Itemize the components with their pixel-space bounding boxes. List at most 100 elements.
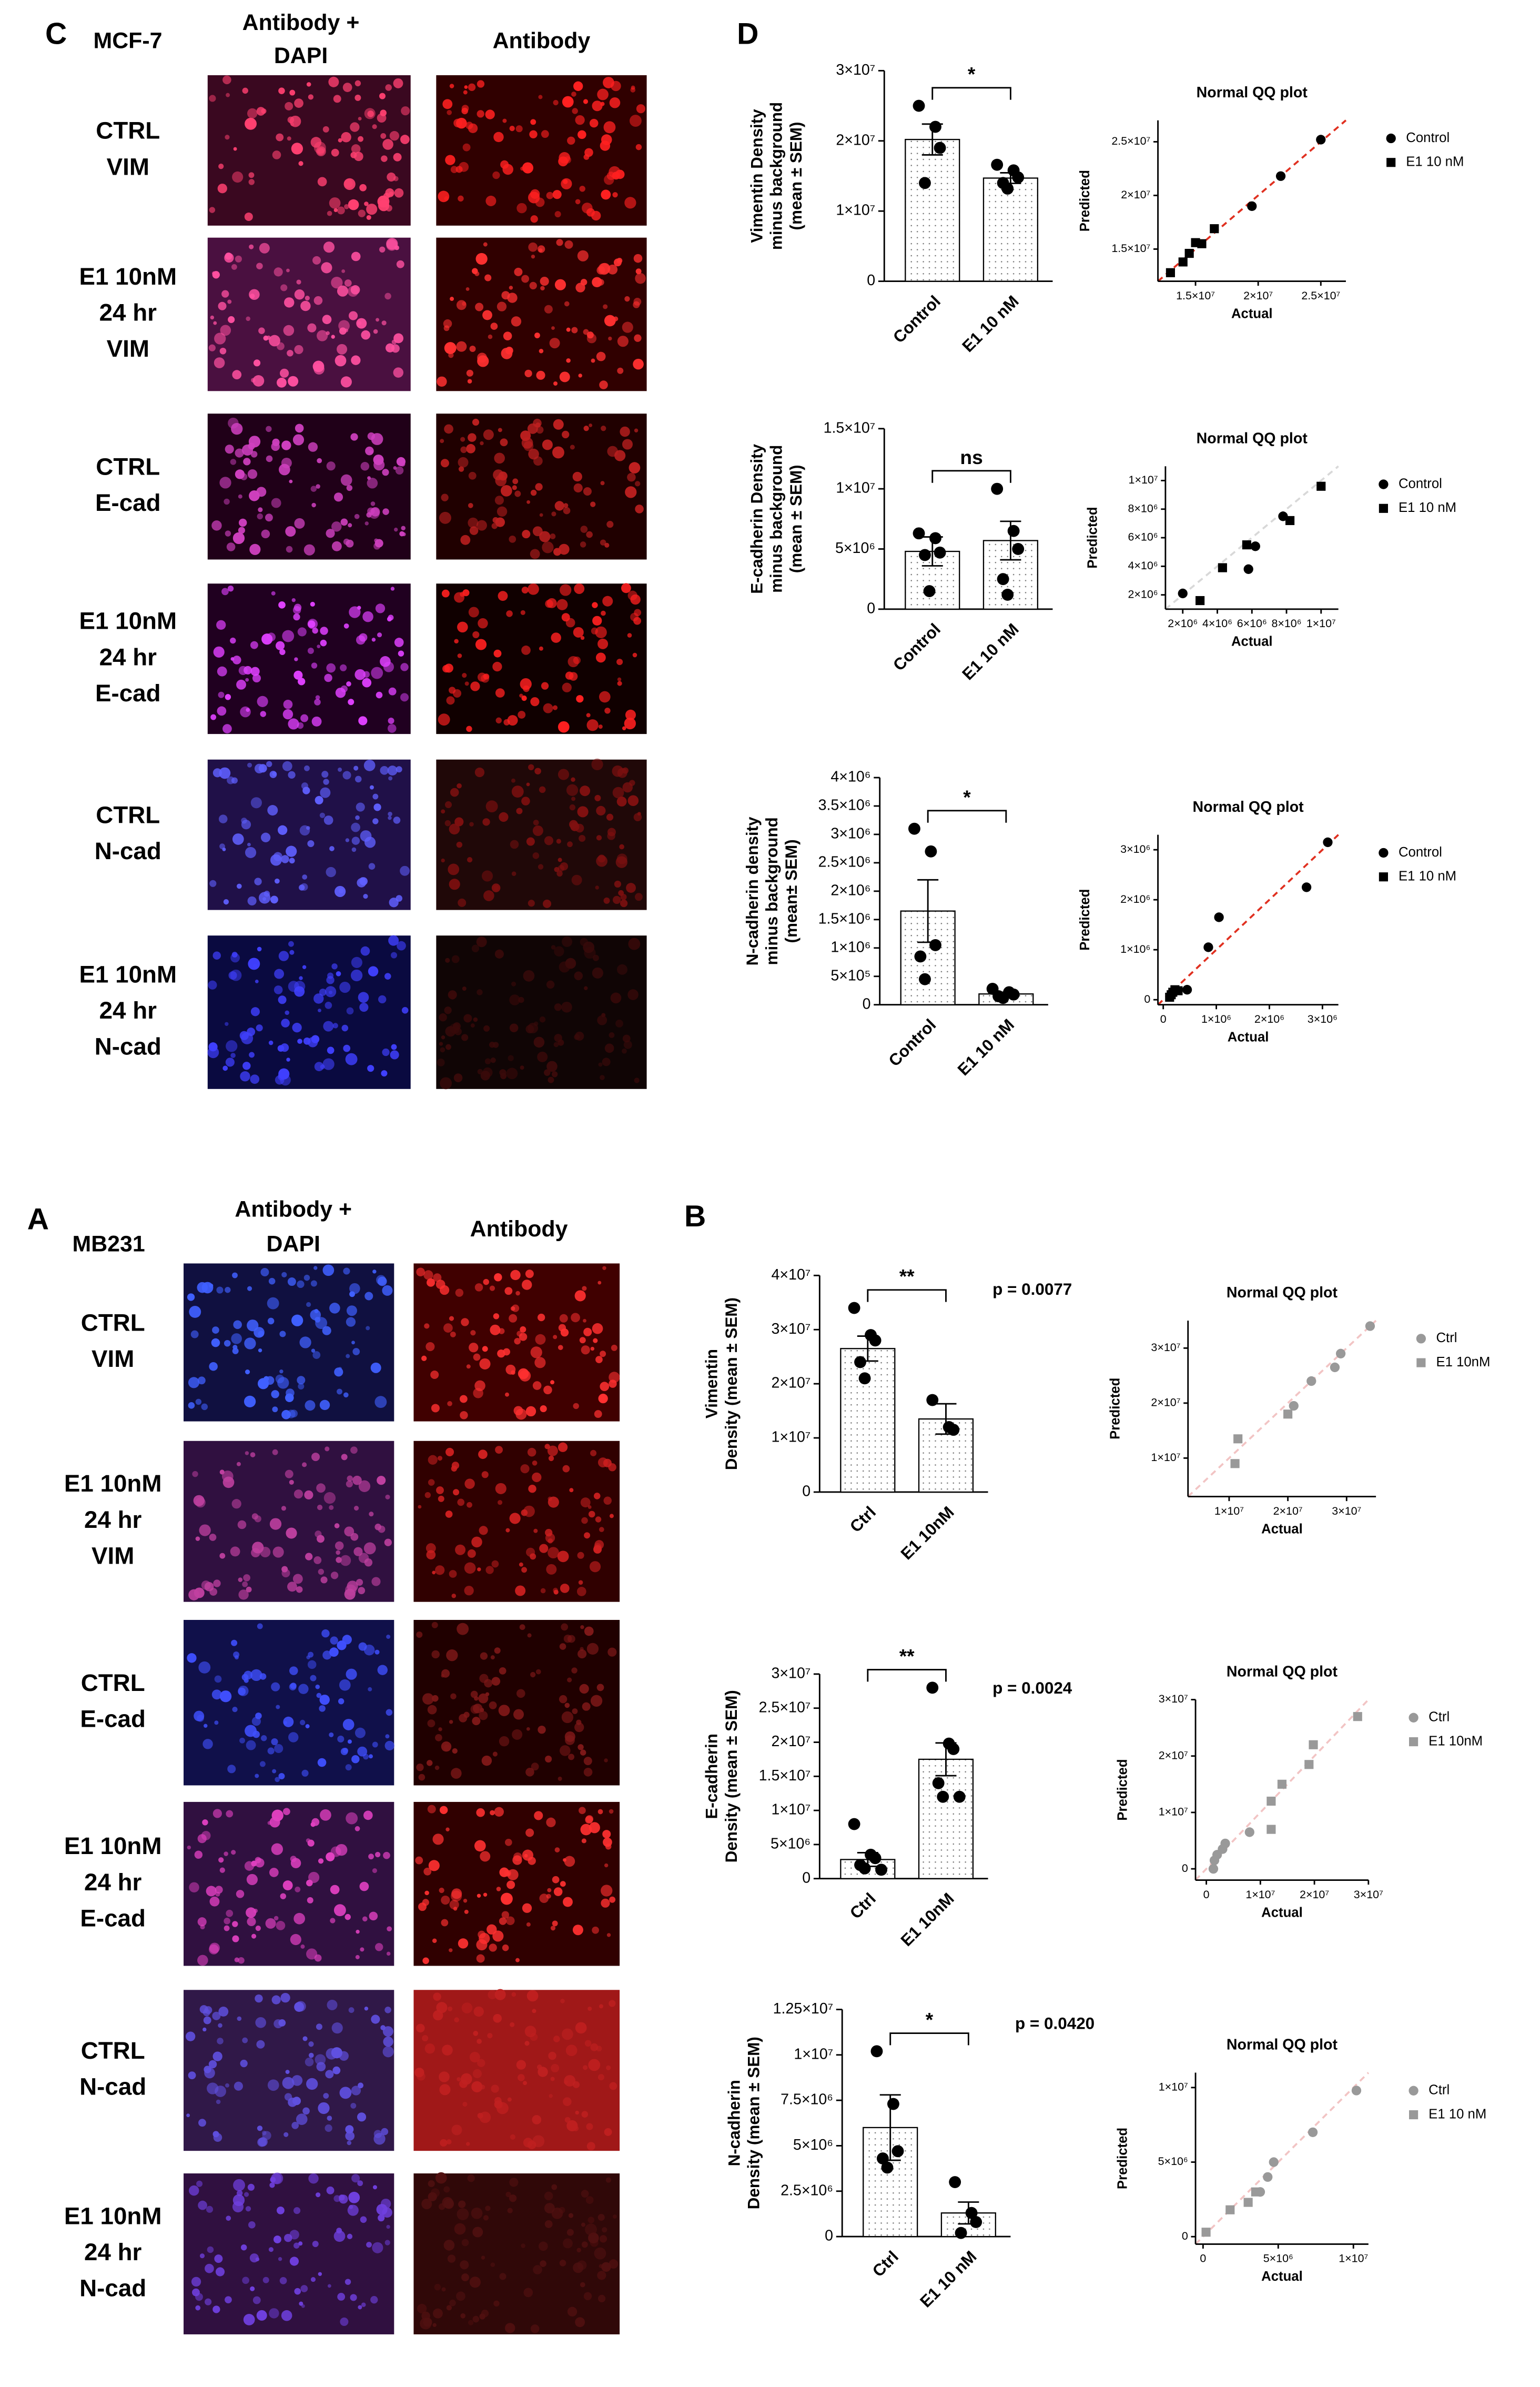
row-label: E-cad: [95, 489, 161, 516]
cell: [600, 539, 606, 546]
cell: [546, 1817, 556, 1827]
cell: [630, 87, 636, 93]
cell: [349, 606, 361, 618]
cell: [232, 656, 241, 664]
cell: [527, 423, 538, 434]
x-tick-label: 4×10⁶: [1202, 617, 1232, 630]
cell: [395, 466, 404, 475]
cell: [283, 1808, 290, 1816]
cell: [449, 1570, 457, 1578]
cell: [622, 782, 633, 793]
cell: [209, 1362, 218, 1371]
y-tick-label: 4×10⁷: [771, 1266, 810, 1283]
cell: [289, 479, 293, 484]
cell: [364, 2006, 369, 2011]
cell: [366, 1326, 370, 1331]
cell: [400, 135, 410, 144]
cell: [298, 161, 303, 166]
cell: [569, 804, 576, 811]
y-tick-label: 0: [1144, 993, 1150, 1005]
cell: [380, 2025, 386, 2030]
cell: [381, 1070, 388, 1077]
cell: [280, 1992, 290, 2003]
cell: [353, 1547, 363, 1556]
cell: [559, 1643, 566, 1650]
cell: [208, 980, 217, 990]
cell: [629, 462, 641, 474]
cell: [490, 1324, 501, 1335]
cell: [603, 897, 610, 904]
data-point: [1267, 1796, 1276, 1806]
cell: [364, 1292, 373, 1301]
cell: [346, 1317, 356, 1327]
cell: [575, 2110, 579, 2115]
cell: [444, 1006, 452, 1014]
legend-marker: [1386, 158, 1396, 167]
data-point: [858, 1372, 871, 1385]
cell: [580, 1749, 586, 1756]
column-header: Antibody: [470, 1216, 568, 1242]
cell: [597, 2294, 606, 2303]
cell: [277, 377, 287, 388]
cell: [278, 2019, 286, 2027]
cell: [528, 242, 538, 252]
cell: [558, 1324, 566, 1332]
cell: [521, 1567, 528, 1573]
cell: [202, 1739, 213, 1749]
cell: [351, 822, 360, 832]
cell: [604, 708, 611, 714]
cell: [424, 1323, 430, 1329]
cell: [371, 2015, 380, 2024]
cell: [539, 531, 551, 542]
cell: [634, 334, 642, 342]
cell: [248, 2221, 256, 2229]
cell: [382, 1048, 390, 1056]
cell: [450, 1331, 456, 1337]
cell: [470, 1690, 478, 1698]
data-point: [848, 1302, 860, 1314]
cell: [218, 691, 225, 698]
cell: [200, 1924, 205, 1930]
cell: [441, 1919, 449, 1927]
y-tick-label: 5×10⁵: [830, 967, 870, 984]
y-tick-label: 0: [1182, 2230, 1188, 2242]
cell: [198, 2200, 207, 2210]
cell: [312, 1351, 321, 1359]
cell: [624, 296, 630, 302]
cell: [346, 681, 351, 687]
cell: [473, 2006, 484, 2017]
cell: [246, 708, 250, 712]
cell: [574, 1290, 586, 1302]
cell: [315, 1684, 320, 1689]
cell: [525, 1406, 536, 1417]
cell: [547, 1445, 558, 1456]
cell: [207, 2082, 219, 2094]
x-axis-label: Actual: [1261, 2269, 1303, 2284]
cell: [438, 1727, 442, 1731]
y-tick-label: 2.5×10⁷: [1111, 135, 1150, 147]
cell: [430, 1370, 439, 1379]
y-axis-label: Predicted: [1116, 2128, 1130, 2189]
cell: [476, 936, 487, 948]
y-tick-label: 2.5×10⁷: [759, 1699, 811, 1716]
data-point: [953, 1790, 966, 1803]
y-tick-label: 0: [863, 995, 871, 1012]
cell: [351, 1755, 360, 1764]
cell: [581, 1838, 586, 1844]
cell: [539, 1544, 549, 1553]
cell: [326, 976, 335, 984]
cell: [400, 865, 410, 876]
cell: [550, 2077, 555, 2081]
cell: [251, 378, 256, 383]
cell: [459, 1714, 468, 1723]
cell: [257, 2138, 267, 2147]
row-label: E1 10nM: [79, 961, 177, 988]
cell: [330, 1918, 336, 1923]
cell: [256, 1024, 263, 1032]
cell: [499, 1069, 506, 1076]
cell: [532, 1472, 542, 1483]
cell: [386, 1635, 391, 1639]
cell: [528, 900, 535, 907]
cell: [321, 1629, 330, 1638]
cell: [449, 1316, 454, 1321]
